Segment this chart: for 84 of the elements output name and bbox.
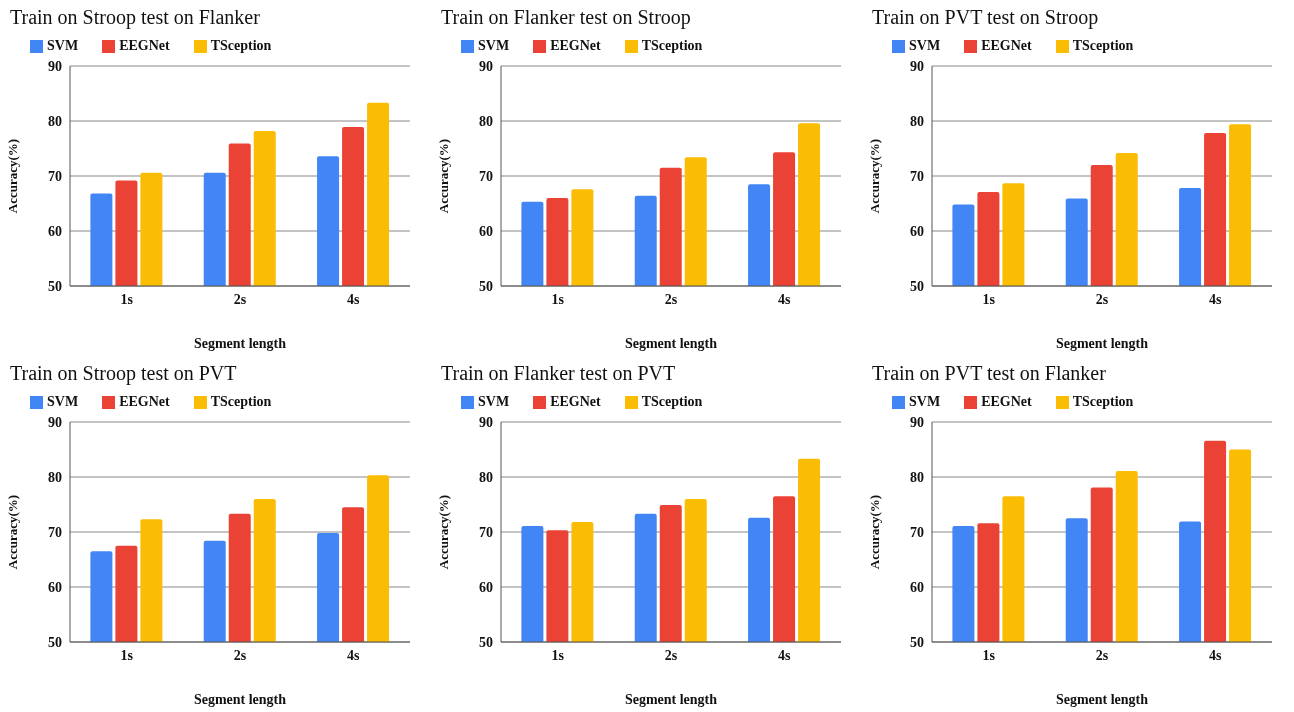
y-tick-label: 90: [479, 414, 493, 430]
chart-title: Train on Stroop test on Flanker: [9, 5, 261, 31]
legend-label: EEGNet: [550, 394, 601, 409]
x-tick-label: 2s: [664, 291, 678, 307]
y-tick-label: 90: [48, 414, 62, 430]
y-tick-label: 50: [910, 278, 924, 294]
chart-title: Train on PVT test on Flanker: [871, 361, 1107, 386]
chart-title: Train on PVT test on Stroop: [871, 5, 1100, 31]
y-tick-label: 70: [479, 168, 493, 184]
y-tick-label: 90: [910, 58, 924, 74]
x-tick-label: 4s: [1209, 291, 1223, 307]
x-axis-title: Segment length: [1055, 336, 1149, 351]
y-tick-label: 60: [48, 223, 62, 239]
chart-title: Train on Flanker test on Stroop: [440, 5, 692, 31]
legend-label: TSception: [641, 394, 703, 409]
y-axis-title: Accuracy(%): [4, 494, 20, 570]
legend-label: SVM: [47, 394, 79, 409]
x-tick-label: 2s: [1095, 647, 1109, 663]
legend-label: EEGNet: [981, 394, 1032, 409]
y-tick-label: 50: [479, 634, 493, 650]
y-tick-label: 70: [910, 168, 924, 184]
y-tick-label: 70: [48, 168, 62, 184]
y-tick-label: 80: [479, 469, 493, 485]
y-tick-label: 60: [479, 579, 493, 595]
legend-label: EEGNet: [119, 38, 170, 53]
y-tick-label: 50: [910, 634, 924, 650]
y-tick-label: 50: [48, 278, 62, 294]
x-tick-label: 4s: [347, 647, 361, 663]
legend-label: TSception: [1072, 394, 1134, 409]
x-tick-label: 4s: [347, 291, 361, 307]
y-tick-label: 80: [48, 113, 62, 129]
legend-label: TSception: [210, 38, 272, 53]
x-tick-label: 4s: [778, 647, 792, 663]
y-tick-label: 80: [910, 113, 924, 129]
y-tick-label: 60: [48, 579, 62, 595]
y-axis-title: Accuracy(%): [866, 494, 882, 570]
x-axis-title: Segment length: [1055, 692, 1149, 707]
y-tick-label: 60: [910, 579, 924, 595]
legend-label: TSception: [641, 38, 703, 53]
y-tick-label: 90: [479, 58, 493, 74]
x-tick-label: 4s: [1209, 647, 1223, 663]
x-tick-label: 4s: [778, 291, 792, 307]
y-axis-title: Accuracy(%): [435, 494, 451, 570]
y-axis-title: Accuracy(%): [435, 138, 451, 214]
y-axis-title: Accuracy(%): [4, 138, 20, 214]
legend-label: EEGNet: [981, 38, 1032, 53]
y-axis-title: Accuracy(%): [866, 138, 882, 214]
legend-label: EEGNet: [119, 394, 170, 409]
x-axis-title: Segment length: [624, 692, 718, 707]
y-tick-label: 70: [910, 524, 924, 540]
y-tick-label: 80: [479, 113, 493, 129]
y-tick-label: 80: [910, 469, 924, 485]
y-tick-label: 90: [48, 58, 62, 74]
legend-label: TSception: [1072, 38, 1134, 53]
y-tick-label: 50: [48, 634, 62, 650]
chart-title: Train on Stroop test on PVT: [9, 361, 238, 387]
y-tick-label: 70: [479, 524, 493, 540]
y-tick-label: 70: [48, 524, 62, 540]
legend-label: SVM: [478, 38, 510, 53]
x-axis-title: Segment length: [624, 336, 718, 351]
x-tick-label: 1s: [982, 291, 996, 307]
x-tick-label: 1s: [120, 647, 134, 663]
x-tick-label: 1s: [551, 647, 565, 663]
legend-label: SVM: [909, 394, 941, 409]
y-tick-label: 60: [479, 223, 493, 239]
legend-label: EEGNet: [550, 38, 601, 53]
x-axis-title: Segment length: [193, 692, 287, 707]
legend-label: SVM: [478, 394, 510, 409]
legend-label: TSception: [210, 394, 272, 409]
x-tick-label: 2s: [233, 291, 247, 307]
x-tick-label: 2s: [1095, 291, 1109, 307]
x-tick-label: 1s: [551, 291, 565, 307]
x-axis-title: Segment length: [193, 336, 287, 351]
y-tick-label: 50: [479, 278, 493, 294]
y-tick-label: 60: [910, 223, 924, 239]
x-tick-label: 2s: [664, 647, 678, 663]
x-tick-label: 2s: [233, 647, 247, 663]
x-tick-label: 1s: [120, 291, 134, 307]
y-tick-label: 80: [48, 469, 62, 485]
x-tick-label: 1s: [982, 647, 996, 663]
legend-label: SVM: [47, 38, 79, 53]
chart-title: Train on Flanker test on PVT: [440, 361, 677, 386]
y-tick-label: 90: [910, 414, 924, 430]
legend-label: SVM: [909, 38, 941, 53]
